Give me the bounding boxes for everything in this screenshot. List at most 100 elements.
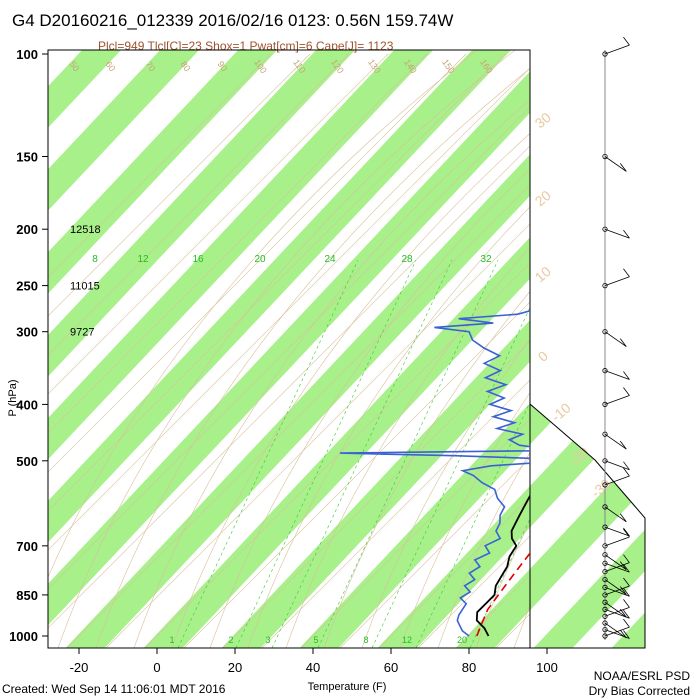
mixing-ratio-bottom-label: 3 <box>265 635 270 645</box>
isotherm-band <box>417 50 645 648</box>
wind-station-circle <box>602 458 608 464</box>
wind-barb-flag <box>623 36 630 46</box>
mixing-ratio-label: 20 <box>254 254 266 265</box>
isotherm-band <box>183 50 645 648</box>
adiabat-line <box>57 50 516 648</box>
isotherm-line <box>66 184 530 648</box>
adiabat-line <box>437 452 530 648</box>
wind-barb-flag <box>623 467 630 477</box>
wind-barb-shaft <box>604 622 627 639</box>
isotherm-line <box>300 418 530 648</box>
wind-barb-flag <box>623 229 630 239</box>
adiabat-line <box>323 291 530 648</box>
isotherm-line <box>378 496 530 648</box>
wind-barb-flag <box>619 586 627 595</box>
wind-barb-flag <box>619 629 627 639</box>
isotherm-label: 10 <box>532 263 554 285</box>
wind-station-circle <box>602 613 608 619</box>
wind-station-circle <box>602 431 608 437</box>
wind-barb-flag <box>623 577 630 587</box>
wind-barb-flag <box>623 588 630 597</box>
wind-barb-flag <box>623 610 630 619</box>
height-labels: 12518 11015 9727 <box>70 224 101 338</box>
wind-station-circle <box>602 584 608 590</box>
bias-note: Dry Bias Corrected <box>589 684 690 698</box>
wind-barb-flag <box>623 268 630 277</box>
wind-barb-flag <box>623 387 630 396</box>
adiabat-line <box>247 206 530 648</box>
x-tick-label: 20 <box>228 660 242 675</box>
pressure-axis: 100 150 200 250 300 400 500 700 850 1000 <box>9 47 48 644</box>
x-tick-label: 0 <box>153 660 160 675</box>
mixing-ratio-label: 32 <box>480 254 492 265</box>
isotherm-line <box>222 340 530 648</box>
mixing-ratio-label: 12 <box>137 254 149 265</box>
mixing-ratio-line <box>235 259 417 648</box>
isotherm-line <box>48 53 428 434</box>
potential-temperature-label: 60 <box>103 59 117 73</box>
wind-station-circle <box>602 283 608 289</box>
wind-barb-flag <box>623 461 630 470</box>
wind-station-circle <box>602 329 608 335</box>
mixing-ratio-line <box>271 259 453 648</box>
temperature-profile-line <box>475 494 530 637</box>
isotherm-label: 20 <box>532 187 554 209</box>
wind-barb-flag <box>619 440 627 450</box>
plot-frame <box>47 49 531 649</box>
wind-barb-shaft <box>604 331 627 347</box>
wind-barb-shaft <box>604 601 627 618</box>
wind-barb-flag <box>619 513 627 523</box>
wind-barb-shaft <box>604 536 630 547</box>
isotherm-line <box>48 53 350 356</box>
wind-barb-shaft <box>604 607 630 617</box>
wind-barb-flag <box>623 563 630 573</box>
potential-temperature-label: 70 <box>143 59 157 73</box>
y-tick-label: 250 <box>16 279 38 294</box>
y-tick-label: 300 <box>16 325 38 340</box>
wind-station-circle <box>602 560 608 566</box>
wind-barb-shaft <box>604 587 630 597</box>
adiabat-line <box>171 133 530 648</box>
geopotential-height-label: 11015 <box>70 281 100 293</box>
geopotential-height-label: 9727 <box>70 327 94 339</box>
adiabat-line <box>361 338 530 648</box>
mixing-ratio-line <box>371 306 530 648</box>
wind-barb-flag <box>623 630 630 639</box>
mixing-ratio-bottom-label: 20 <box>457 635 467 645</box>
wind-barb-flag <box>623 371 630 380</box>
wind-barb-shaft <box>604 585 630 596</box>
wind-barb-flag <box>619 608 627 618</box>
wind-barb-flag <box>623 599 630 608</box>
isotherm-label: 0 <box>535 347 551 364</box>
isotherm-line <box>652 54 700 648</box>
mixing-ratio-bottom-label: 12 <box>402 635 412 645</box>
wind-station-circle <box>602 401 608 407</box>
adiabat-line <box>133 99 530 648</box>
wind-barb-shaft <box>604 44 630 55</box>
wind-barb-shaft <box>604 579 627 595</box>
isotherm-line <box>48 53 506 512</box>
wind-station-circle <box>602 599 608 605</box>
wind-station-circle <box>602 552 608 558</box>
isotherm-line <box>339 457 530 648</box>
wind-station-circle <box>602 524 608 530</box>
wind-barb-shaft <box>604 562 630 572</box>
wind-station-circle <box>602 620 608 626</box>
isotherm-band <box>48 50 233 648</box>
chart-title: G4 D20160216_012339 2016/02/16 0123: 0.5… <box>12 11 453 30</box>
geopotential-height-label: 12518 <box>70 224 101 236</box>
mixing-ratio-bottom-label: 5 <box>313 635 318 645</box>
wind-station-circle <box>602 482 608 488</box>
wind-station-circle <box>602 226 608 232</box>
isotherm-label: 30 <box>532 109 554 131</box>
mixing-ratio-bottom-label: 8 <box>363 635 368 645</box>
y-tick-label: 400 <box>16 397 38 412</box>
wind-station-circle <box>602 627 608 633</box>
org-credit: NOAA/ESRL PSD <box>594 669 691 683</box>
adiabat-line <box>95 68 530 648</box>
isotherm-line <box>691 54 700 648</box>
wind-barb-shaft <box>604 460 630 471</box>
x-tick-label: -20 <box>70 660 89 675</box>
dewpoint-profile-line <box>339 309 530 637</box>
